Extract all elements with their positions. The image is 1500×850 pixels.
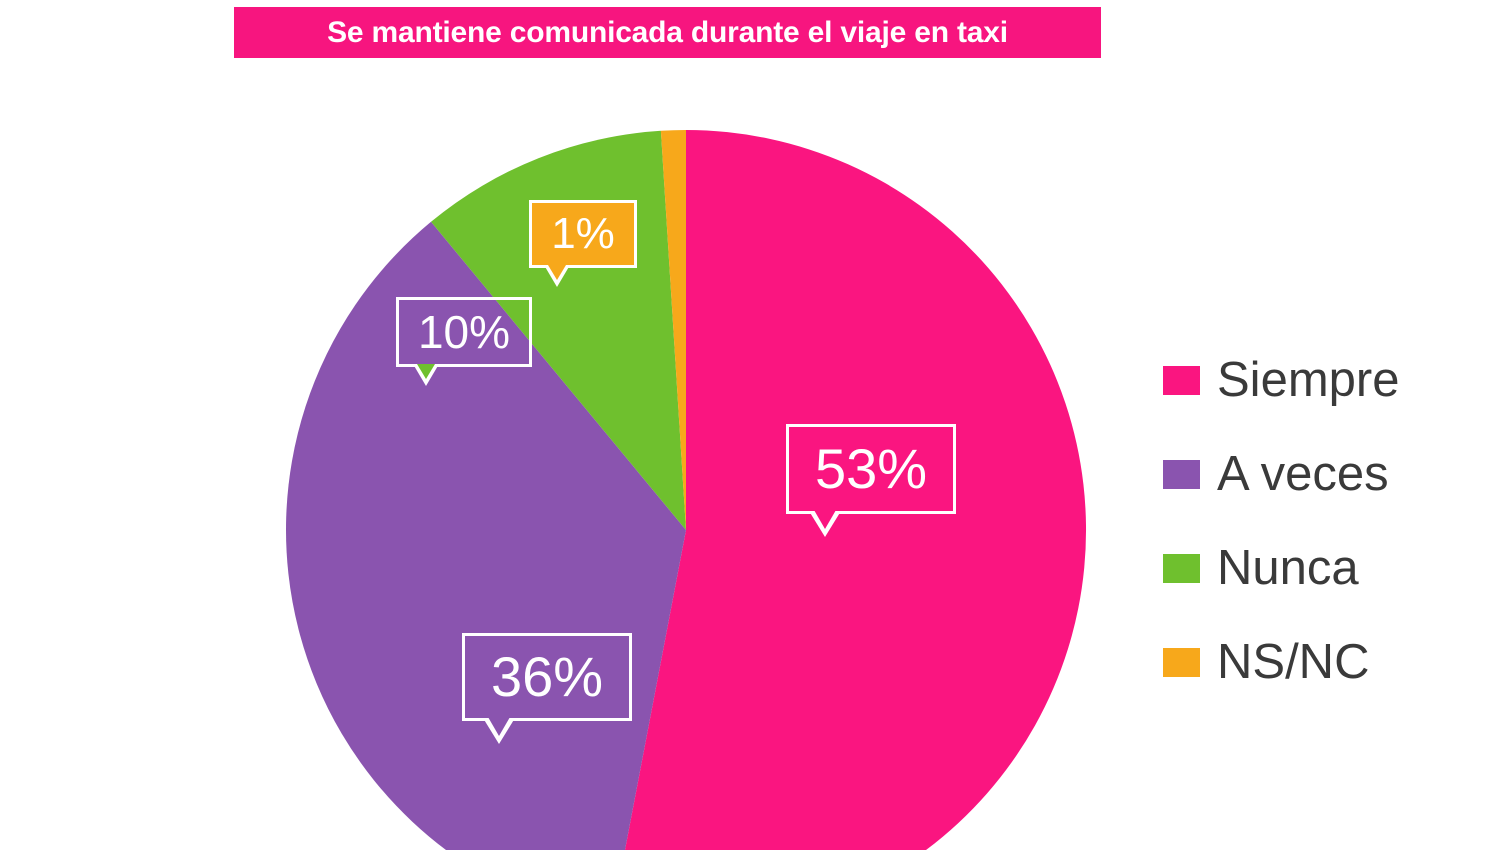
legend-item-a-veces[interactable]: A veces xyxy=(1163,427,1483,521)
legend-swatch-siempre xyxy=(1163,365,1200,395)
page-title: Se mantiene comunicada durante el viaje … xyxy=(327,15,1008,49)
callout-tail-inner xyxy=(548,265,566,280)
legend-item-siempre[interactable]: Siempre xyxy=(1163,333,1483,427)
slice-label-siempre: 53% xyxy=(786,424,956,537)
slice-label-nunca-value: 10% xyxy=(417,306,511,358)
slice-label-a-veces-value: 36% xyxy=(490,645,604,708)
chart-legend: Siempre A veces Nunca NS/NC xyxy=(1163,333,1483,709)
legend-swatch-nunca xyxy=(1163,553,1200,583)
legend-item-ns-nc[interactable]: NS/NC xyxy=(1163,615,1483,709)
callout-tail-inner xyxy=(417,364,435,379)
callout-tail-inner xyxy=(814,510,836,529)
legend-swatch-ns-nc xyxy=(1163,647,1200,677)
pie-svg xyxy=(286,130,1087,850)
pie-slice-a-veces[interactable] xyxy=(286,221,686,850)
slice-label-ns-nc: 1% xyxy=(529,200,637,287)
legend-label-a-veces: A veces xyxy=(1217,446,1389,501)
legend-label-siempre: Siempre xyxy=(1217,352,1400,407)
slice-label-ns-nc-value: 1% xyxy=(551,209,615,258)
callout-tail-inner xyxy=(488,717,510,736)
pie-slice-ns-nc[interactable] xyxy=(660,130,686,530)
chart-title-banner: Se mantiene comunicada durante el viaje … xyxy=(234,7,1101,58)
legend-item-nunca[interactable]: Nunca xyxy=(1163,521,1483,615)
slice-label-nunca: 10% xyxy=(396,297,532,386)
legend-label-nunca: Nunca xyxy=(1217,540,1359,595)
legend-label-ns-nc: NS/NC xyxy=(1217,634,1370,689)
slice-label-a-veces: 36% xyxy=(462,633,632,744)
legend-swatch-a-veces xyxy=(1163,459,1200,489)
slice-label-siempre-value: 53% xyxy=(814,437,928,500)
pie-slice-siempre[interactable] xyxy=(611,130,1087,850)
pie-chart-area xyxy=(286,130,1087,850)
